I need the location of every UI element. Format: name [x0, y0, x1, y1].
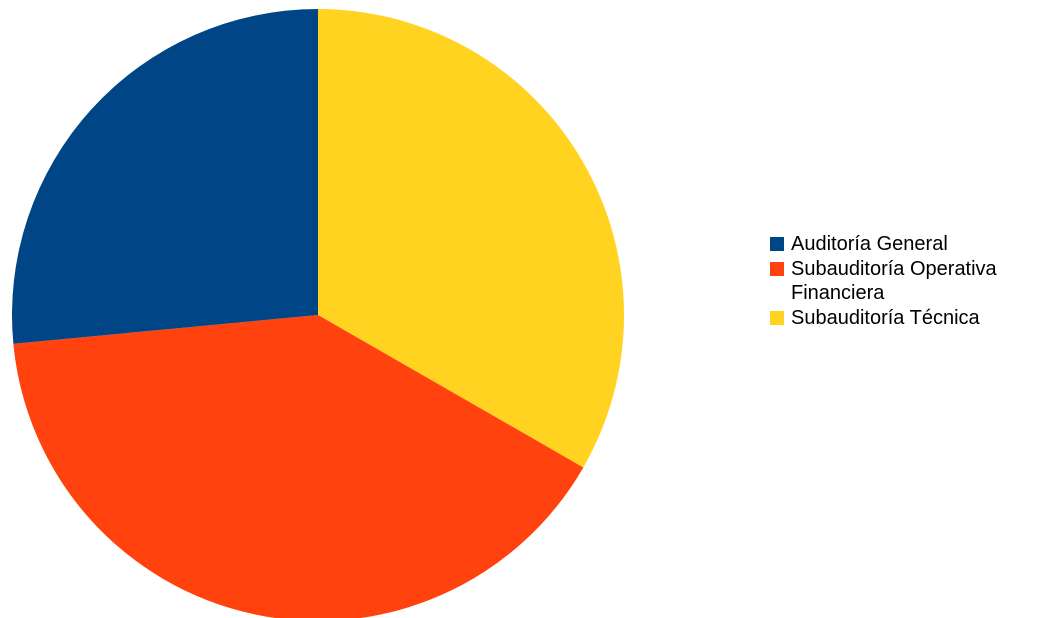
legend-label: Subauditoría Técnica [791, 307, 980, 329]
legend-label: Subauditoría Operativa Financiera [791, 258, 997, 304]
legend-item-auditoria-general: Auditoría General [770, 232, 1056, 256]
legend-label: Auditoría General [791, 233, 948, 255]
legend: Auditoría General Subauditoría Operativa… [770, 232, 1056, 331]
legend-swatch-auditoria-general [770, 237, 784, 251]
pie-slice-1 [13, 315, 584, 618]
legend-swatch-subauditoria-operativa [770, 262, 784, 276]
pie-chart [12, 9, 624, 618]
legend-item-subauditoria-operativa: Subauditoría Operativa Financiera [770, 257, 1056, 305]
pie-slice-0 [318, 9, 624, 468]
pie-slice-2 [12, 9, 318, 344]
legend-swatch-subauditoria-tecnica [770, 311, 784, 325]
legend-item-subauditoria-tecnica: Subauditoría Técnica [770, 306, 1056, 330]
